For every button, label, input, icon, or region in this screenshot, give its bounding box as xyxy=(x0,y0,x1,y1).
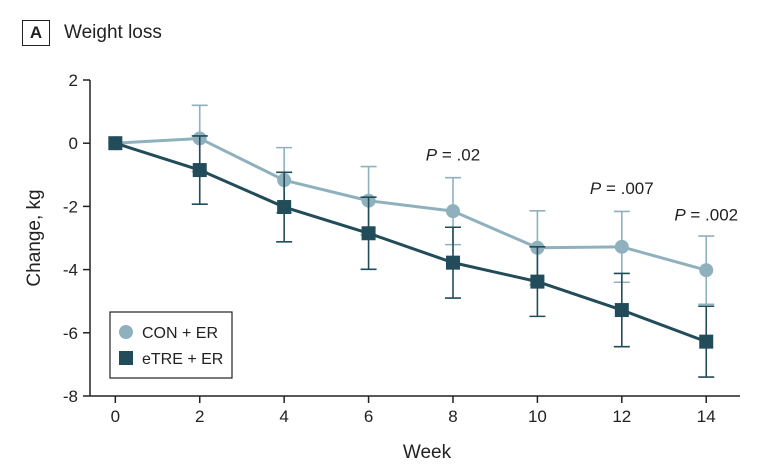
series-layer xyxy=(108,104,715,378)
series-line xyxy=(114,141,707,344)
x-tick-label: 6 xyxy=(364,407,373,426)
legend: CON + ER eTRE + ER xyxy=(109,311,233,379)
y-tick-label: 0 xyxy=(69,134,78,153)
legend-box xyxy=(109,311,233,379)
data-point xyxy=(192,163,207,178)
series-etre-er xyxy=(108,135,715,378)
y-axis-title: Change, kg xyxy=(24,189,45,286)
p-value-annotation: P = .02 xyxy=(426,146,480,165)
x-tick-label: 10 xyxy=(528,407,547,426)
data-point xyxy=(530,274,545,289)
data-point xyxy=(614,303,629,318)
data-point xyxy=(445,204,460,219)
p-value-annotation: P = .007 xyxy=(590,179,654,198)
data-point xyxy=(108,136,123,151)
x-tick-label: 2 xyxy=(195,407,204,426)
axes: 2 0 -2 -4 -6 -8 0 2 4 6 8 10 12 14 Week Change, kg xyxy=(24,71,740,463)
legend-entry: eTRE + ER xyxy=(119,351,223,368)
x-tick-label: 4 xyxy=(279,407,288,426)
legend-marker xyxy=(119,325,133,339)
x-tick-label: 14 xyxy=(697,407,716,426)
panel-letter: A xyxy=(22,20,50,46)
annotations: P = .02 P = .007 P = .002 xyxy=(426,146,738,225)
y-tick-label: -6 xyxy=(63,324,78,343)
x-axis-title: Week xyxy=(403,442,452,463)
legend-label: CON + ER xyxy=(142,325,218,342)
data-point xyxy=(614,239,629,254)
x-tick-label: 12 xyxy=(612,407,631,426)
data-point xyxy=(445,255,460,270)
y-tick-label: -4 xyxy=(63,261,78,280)
chart-title: Weight loss xyxy=(64,22,162,43)
data-point xyxy=(699,263,714,278)
panel-header: A Weight loss xyxy=(22,20,162,46)
y-tick-label: -2 xyxy=(63,197,78,216)
data-point xyxy=(699,334,714,349)
y-tick-label: -8 xyxy=(63,387,78,406)
legend-label: eTRE + ER xyxy=(142,351,223,368)
data-point xyxy=(361,226,376,241)
y-tick-label: 2 xyxy=(69,71,78,90)
series-line xyxy=(115,136,707,272)
p-value-annotation: P = .002 xyxy=(674,206,738,225)
legend-entry: CON + ER xyxy=(119,325,218,342)
x-tick-label: 0 xyxy=(111,407,120,426)
data-point xyxy=(277,200,292,215)
legend-marker xyxy=(119,351,133,365)
x-tick-label: 8 xyxy=(448,407,457,426)
